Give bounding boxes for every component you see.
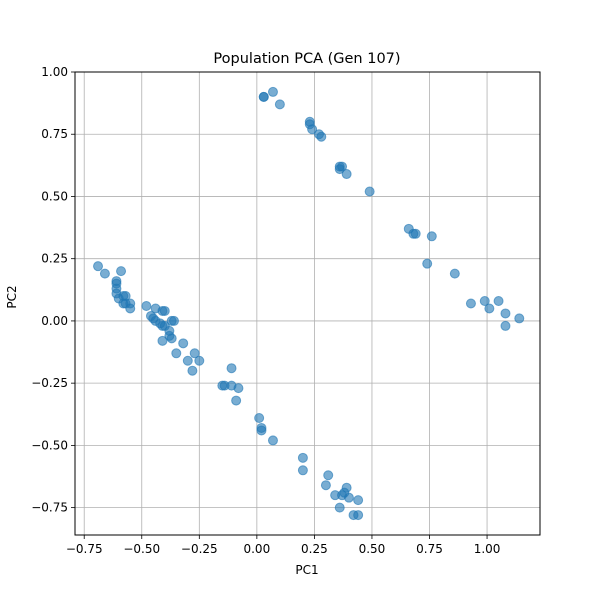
scatter-point	[323, 470, 334, 481]
y-tick-label: 0.25	[41, 252, 68, 266]
scatter-point	[297, 465, 308, 476]
scatter-point	[233, 383, 244, 394]
y-tick-label: 0.50	[41, 189, 68, 203]
x-axis-ticks: −0.75 −0.50 −0.25 0.00 0.25 0.50 0.75 1.00	[66, 535, 501, 556]
scatter-point	[320, 480, 331, 491]
scatter-point	[93, 261, 104, 272]
y-tick-label: −0.25	[31, 376, 68, 390]
chart-title: Population PCA (Gen 107)	[213, 51, 400, 67]
scatter-point	[118, 298, 129, 309]
scatter-point	[182, 355, 193, 366]
scatter-point	[256, 425, 267, 436]
scatter-point	[341, 169, 352, 180]
scatter-point	[159, 305, 170, 316]
scatter-point	[353, 495, 364, 506]
scatter-point	[157, 335, 168, 346]
x-tick-label: 1.00	[474, 542, 501, 556]
scatter-point	[500, 308, 511, 319]
plot-frame	[74, 71, 541, 536]
scatter-point	[258, 91, 269, 102]
y-axis-label: PC2	[5, 285, 19, 308]
scatter-point	[426, 231, 437, 242]
scatter-point	[484, 303, 495, 314]
x-tick-label: 0.00	[243, 542, 270, 556]
x-tick-label: 0.25	[301, 542, 328, 556]
y-tick-label: −0.75	[31, 501, 68, 515]
x-tick-label: 0.50	[359, 542, 386, 556]
x-axis-label: PC1	[295, 563, 318, 577]
scatter-point	[226, 363, 237, 374]
scatter-point	[171, 348, 182, 359]
scatter-point	[316, 131, 327, 142]
scatter-point	[178, 338, 189, 349]
scatter-point	[274, 99, 285, 110]
scatter-point	[410, 228, 421, 239]
scatter-point	[125, 303, 136, 314]
scatter-point	[343, 492, 354, 503]
scatter-point	[514, 313, 525, 324]
x-tick-label: −0.75	[66, 542, 103, 556]
scatter-point	[166, 333, 177, 344]
scatter-point	[307, 124, 318, 135]
x-tick-label: −0.50	[123, 542, 160, 556]
scatter-point	[337, 161, 348, 172]
scatter-point	[194, 355, 205, 366]
y-tick-label: 0.00	[41, 314, 68, 328]
scatter-point	[493, 296, 504, 307]
scatter-point	[168, 315, 179, 326]
scatter-point	[267, 435, 278, 446]
scatter-point	[465, 298, 476, 309]
scatter-point	[334, 502, 345, 513]
x-tick-label: −0.25	[181, 542, 218, 556]
y-tick-label: 0.75	[41, 127, 68, 141]
scatter-point	[116, 266, 127, 277]
scatter-point	[500, 320, 511, 331]
y-tick-label: −0.50	[31, 438, 68, 452]
scatter-point	[364, 186, 375, 197]
scatter-point	[267, 86, 278, 97]
scatter-point	[189, 348, 200, 359]
scatter-point	[254, 413, 265, 424]
scatter-point	[231, 395, 242, 406]
scatter-point	[353, 510, 364, 521]
scatter-point	[422, 258, 433, 269]
scatter-point	[99, 268, 110, 279]
scatter-point	[187, 365, 198, 376]
y-tick-label: 1.00	[41, 65, 68, 79]
scatter-point	[141, 300, 152, 311]
scatter-point	[297, 452, 308, 463]
scatter-point	[479, 296, 490, 307]
x-tick-label: 0.75	[416, 542, 443, 556]
data-points	[93, 86, 525, 521]
y-axis-ticks: −0.75 −0.50 −0.25 0.00 0.25 0.50 0.75 1.00	[31, 65, 75, 515]
scatter-point	[449, 268, 460, 279]
